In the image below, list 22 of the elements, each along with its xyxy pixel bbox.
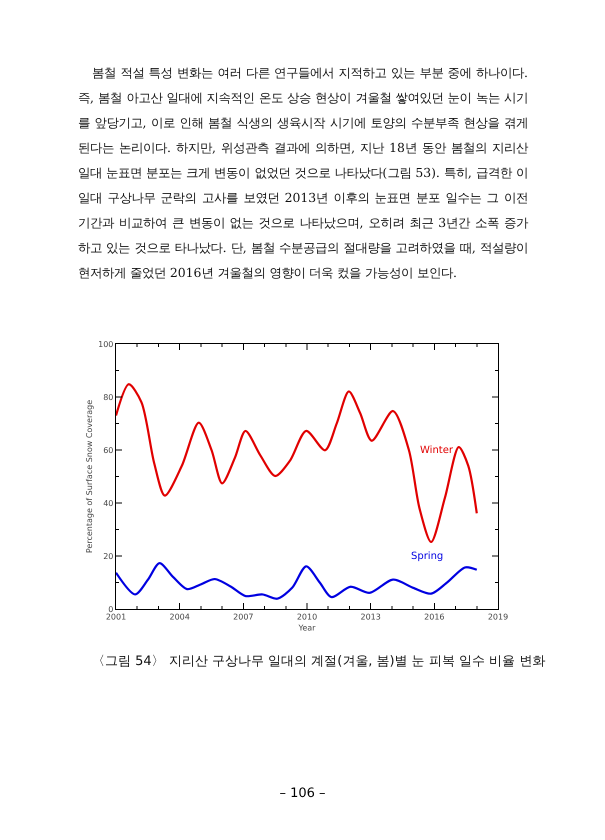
line-series: [116, 562, 478, 600]
text: 봄철 적설 특성 변화는 여러 다른 연구들에서 지적하고 있는 부분 중에 하나이다. 즉, 봄철 아고산 일대에 지속적인 온도 상승 현상이 겨울철 쌓여있던 눈이 녹는 시기를 앞당기고, 이로 인해 봄철 식생의 생육시작 시기에 토양의 수분부족 현상을 겪게 된다는 논리이다. 하지만, 위성관측 결과에 의하면, 지난 18년 동안 봄철의 지리산 일대 눈표면 분포는 크게 변동이 없었던 것으로 나타났다(그림 53). 특히, 급격한 이 일대 구상나무 군락의 고사를 보였던 2013년 이후의 눈표면 분포 일수는 그 이전 기간과 비교하여 큰 변동이 없는 것으로 나타났으며, 오히려 최근 3년간 소폭 증가하고 있는 것으로 타나났다. 단, 봄철 수분공급의 절대량을 고려하였을 때, 적설량이 현저하게 줄었던 2016년 겨울철의 영향이 더욱 컸을 가능성이 보인다.: [78, 65, 528, 280]
x-tick-label: 2007: [233, 612, 254, 622]
y-tick-label: 100: [98, 340, 114, 349]
y-tick-label: 80: [103, 392, 114, 402]
y-tick-label: 60: [103, 446, 114, 455]
text: 〈그림 54〉 지리산 구상나무 일대의 계절(겨울, 봄)별 눈 피복 일수 비율 변화: [92, 653, 546, 670]
x-tick-label: 2001: [106, 612, 126, 622]
x-tick-label: 2019: [488, 612, 508, 622]
text: – 106 –: [278, 786, 327, 801]
x-tick-label: 2010: [296, 612, 318, 622]
x-tick-label: 2013: [360, 612, 381, 622]
line-series: [116, 383, 478, 544]
y-tick-label: 20: [103, 552, 114, 561]
y-axis-title: Percentage of Surface Snow Coverage: [84, 400, 94, 554]
x-tick-label: 2004: [169, 612, 190, 622]
y-tick-label: 40: [103, 498, 114, 508]
x-tick-label: 2016: [424, 612, 445, 622]
series-label: Spring: [411, 551, 444, 562]
series-label: Winter: [420, 445, 454, 456]
y-tick-label: 0: [108, 604, 114, 614]
x-axis-title: Year: [298, 624, 316, 633]
